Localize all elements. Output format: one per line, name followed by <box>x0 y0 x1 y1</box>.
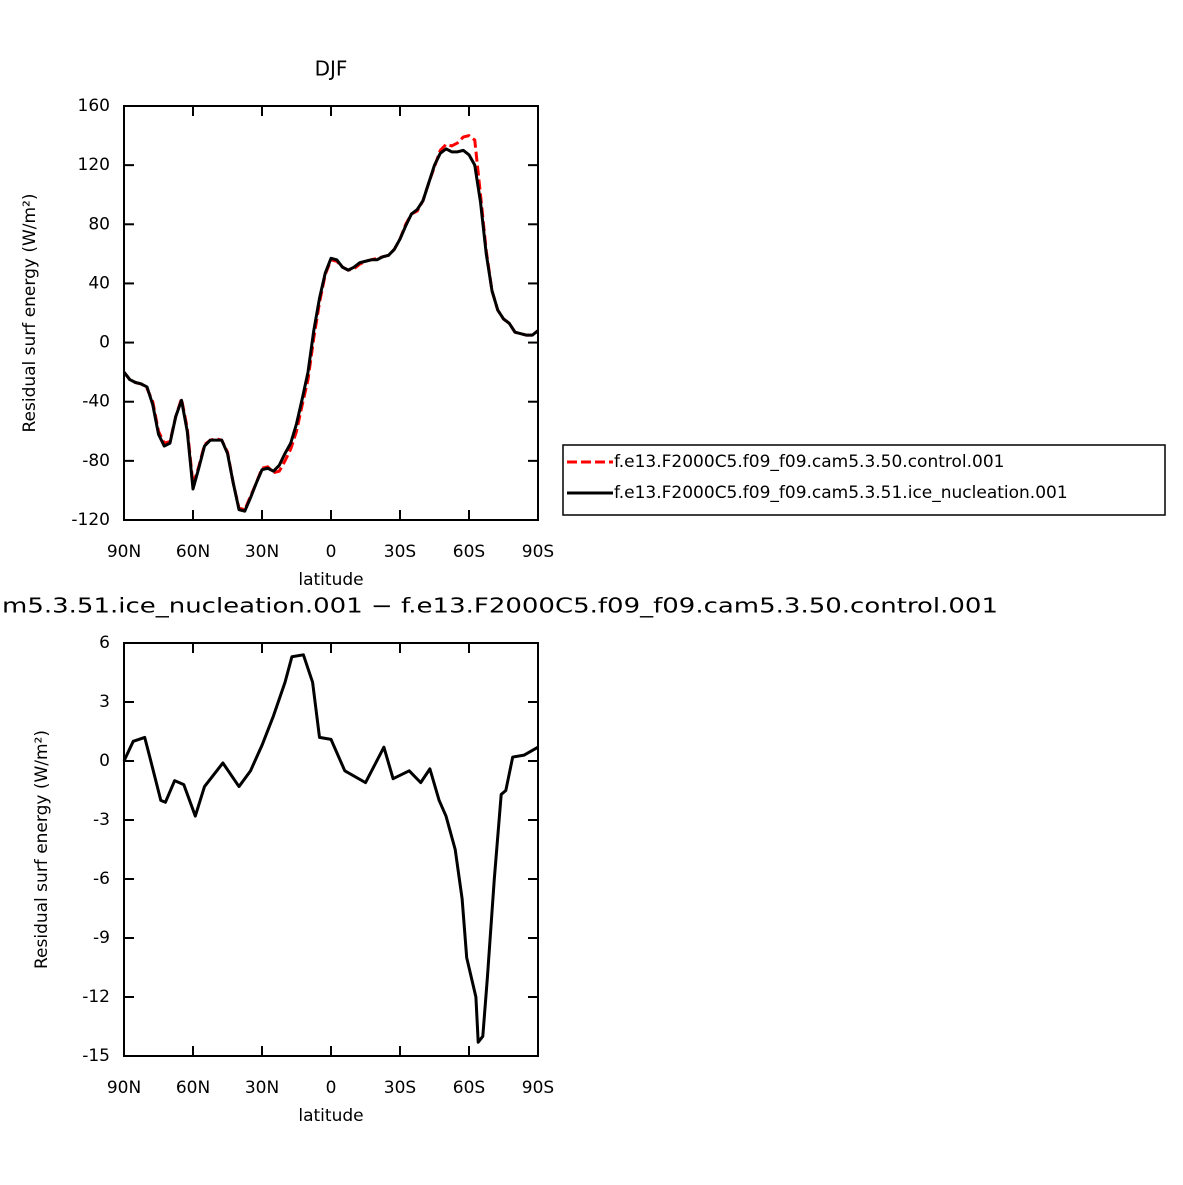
y-axis-label: Residual surf energy (W/m²) <box>20 193 40 432</box>
y-tick-label: -3 <box>93 810 110 830</box>
data-line <box>122 134 539 512</box>
legend-label: f.e13.F2000C5.f09_f09.cam5.3.50.control.… <box>614 452 1005 472</box>
y-tick-label: -15 <box>82 1046 110 1066</box>
x-tick-label: 90N <box>107 1078 141 1098</box>
x-axis-label: latitude <box>298 1106 363 1126</box>
x-tick-label: 90S <box>522 1078 554 1098</box>
y-tick-label: 120 <box>78 155 110 175</box>
x-tick-label: 60S <box>453 542 485 562</box>
y-tick-label: 80 <box>88 214 110 234</box>
y-tick-label: 6 <box>99 633 110 653</box>
x-tick-label: 30N <box>245 542 279 562</box>
x-tick-label: 30S <box>384 1078 416 1098</box>
y-tick-label: -120 <box>71 510 110 530</box>
x-tick-label: 60N <box>176 542 210 562</box>
data-line <box>122 653 539 1044</box>
x-tick-label: 30S <box>384 542 416 562</box>
x-tick-label: 90N <box>107 542 141 562</box>
data-line <box>122 147 539 513</box>
y-tick-label: 160 <box>78 96 110 116</box>
y-tick-label: -12 <box>82 987 110 1007</box>
x-tick-label: 0 <box>326 1078 337 1098</box>
x-tick-label: 60N <box>176 1078 210 1098</box>
x-tick-label: 60S <box>453 1078 485 1098</box>
y-tick-label: -80 <box>82 451 110 471</box>
y-tick-label: 0 <box>99 333 110 353</box>
y-tick-label: 40 <box>88 273 110 293</box>
y-tick-label: 0 <box>99 751 110 771</box>
chart-title: m5.3.51.ice_nucleation.001 − f.e13.F2000… <box>2 594 998 618</box>
chart-title: DJF <box>315 57 348 81</box>
x-tick-label: 0 <box>326 542 337 562</box>
x-tick-label: 90S <box>522 542 554 562</box>
x-tick-label: 30N <box>245 1078 279 1098</box>
legend-label: f.e13.F2000C5.f09_f09.cam5.3.51.ice_nucl… <box>614 483 1068 503</box>
y-tick-label: 3 <box>99 692 110 712</box>
legend-box <box>562 444 1166 516</box>
y-tick-label: -9 <box>93 928 110 948</box>
y-tick-label: -6 <box>93 869 110 889</box>
y-tick-label: -40 <box>82 392 110 412</box>
x-axis-label: latitude <box>298 570 363 590</box>
y-axis-label: Residual surf energy (W/m²) <box>32 730 52 969</box>
